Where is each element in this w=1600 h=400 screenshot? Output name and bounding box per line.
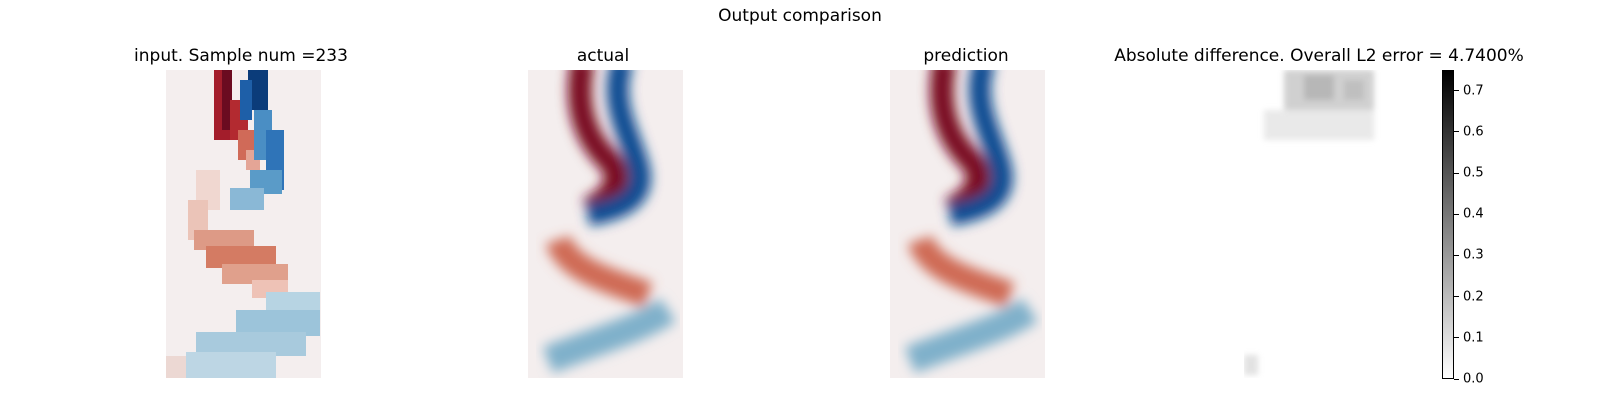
colorbar-tick-label: 0.1 [1463,330,1484,346]
colorbar-tick [1454,213,1459,215]
colorbar-tick [1454,254,1459,256]
prediction-panel-title: prediction [923,46,1009,66]
colorbar-tick [1454,131,1459,133]
difference-panel-title: Absolute difference. Overall L2 error = … [1114,46,1524,66]
colorbar-tick-label: 0.2 [1463,289,1484,305]
figure-title: Output comparison [718,6,882,26]
colorbar-tick [1454,337,1459,339]
difference-heatmap [1244,70,1399,378]
colorbar-tick-label: 0.4 [1463,206,1484,222]
colorbar [1442,70,1454,379]
actual-heatmap [528,70,683,378]
colorbar-tick [1454,296,1459,298]
colorbar-tick [1454,172,1459,174]
colorbar-tick-label: 0.6 [1463,124,1484,140]
prediction-heatmap [890,70,1045,378]
colorbar-axis: 0.0 0.1 0.2 0.3 0.4 0.5 0.6 0.7 [1454,70,1514,387]
colorbar-tick-label: 0.5 [1463,165,1484,181]
colorbar-tick [1454,90,1459,92]
actual-panel-title: actual [576,46,630,66]
colorbar-tick [1454,378,1459,380]
input-panel-title: input. Sample num =233 [134,46,348,66]
colorbar-tick-label: 0.3 [1463,247,1484,263]
colorbar-tick-label: 0.0 [1463,371,1484,387]
input-heatmap [166,70,321,378]
colorbar-tick-label: 0.7 [1463,83,1484,99]
